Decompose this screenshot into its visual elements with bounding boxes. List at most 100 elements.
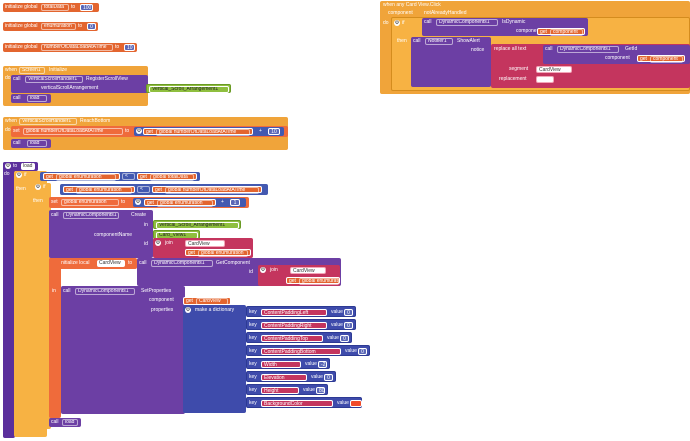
dict-pair-block[interactable]: key ContentPaddingBottom value 0: [246, 345, 370, 356]
component-dropdown[interactable]: DynamicComponents1: [75, 288, 135, 295]
dict-pair-block[interactable]: key Height value 80: [246, 384, 328, 395]
number-value[interactable]: 0: [87, 23, 96, 30]
var-dropdown[interactable]: component: [550, 29, 583, 36]
key-text-field[interactable]: ContentPaddingTop: [261, 335, 323, 342]
compare-block[interactable]: get global enumuration < get global numb…: [60, 184, 268, 195]
number-value[interactable]: 10: [124, 44, 135, 51]
operator-dropdown[interactable]: <: [122, 173, 135, 180]
key-text-field[interactable]: ContentPaddingBottom: [261, 348, 341, 355]
var-dropdown[interactable]: global enumuration: [56, 174, 116, 181]
value-number[interactable]: 0: [324, 374, 333, 381]
var-name-field[interactable]: totalData: [41, 4, 69, 11]
call-load-block[interactable]: call load: [11, 94, 51, 103]
gear-icon[interactable]: ⚙: [260, 267, 266, 273]
get-global-block[interactable]: get global enumuration: [63, 186, 135, 194]
gear-icon[interactable]: ⚙: [185, 307, 191, 313]
arrangement-dropdown[interactable]: Vertical_Scroll_Arrangement1: [156, 222, 239, 229]
var-dropdown[interactable]: global enumuration: [157, 200, 213, 207]
handler-dropdown[interactable]: VerticalScrollHandler1: [25, 76, 83, 83]
call-load-block[interactable]: call load: [49, 418, 81, 427]
key-text-field[interactable]: ContentPaddingLeft: [261, 309, 327, 316]
gear-icon[interactable]: ⚙: [155, 240, 161, 246]
number-value[interactable]: 100: [80, 4, 93, 11]
text-field[interactable]: CardView: [185, 240, 225, 247]
var-dropdown[interactable]: global numberOfDataLoadAtATime: [23, 128, 123, 135]
var-dropdown[interactable]: component: [650, 56, 683, 63]
setproperties-call[interactable]: call DynamicComponents1 SetProperties co…: [61, 286, 185, 414]
get-global-block[interactable]: get global enumuration: [43, 173, 120, 181]
number-value[interactable]: 10: [268, 128, 280, 135]
component-dropdown[interactable]: DynamicComponents1: [557, 46, 619, 53]
replacement-text-field[interactable]: [536, 76, 554, 83]
var-name-field[interactable]: numberOfDataLoadAtATime: [41, 44, 113, 51]
arrangement-component[interactable]: Vertical_Scroll_Arrangement1: [153, 220, 241, 229]
proc-dropdown[interactable]: load: [27, 140, 47, 147]
add-math-block[interactable]: ⚙ get global enumuration + 1: [133, 198, 246, 207]
arrangement-component[interactable]: Vertical_Scroll_Arrangement1: [146, 84, 231, 93]
component-dropdown[interactable]: VerticalScrollHandler1: [19, 118, 77, 125]
gear-icon[interactable]: ⚙: [136, 128, 142, 134]
var-dropdown[interactable]: CardView: [196, 298, 228, 305]
gear-icon[interactable]: ⚙: [5, 163, 11, 169]
gear-icon[interactable]: ⚙: [35, 184, 41, 190]
get-local-block[interactable]: get CardView: [183, 297, 231, 305]
showalert-call[interactable]: call Notifier1 ShowAlert notice: [411, 37, 491, 87]
number-value[interactable]: 1: [230, 199, 240, 206]
var-dropdown[interactable]: global numberOfDataLoadAtATime: [156, 129, 250, 136]
make-dictionary-block[interactable]: ⚙ make a dictionary: [183, 305, 246, 413]
gear-icon[interactable]: ⚙: [16, 172, 22, 178]
get-global-block[interactable]: get global numberOfDataLoadAtATime: [152, 186, 262, 194]
get-global-block[interactable]: get global totalData: [137, 173, 197, 181]
init-local-block[interactable]: ⚙ initialize local CardView to: [49, 258, 137, 269]
component-dropdown[interactable]: Screen1: [19, 67, 45, 74]
dict-pair-block[interactable]: key ContentPaddingTop value 0: [246, 332, 352, 343]
key-text-field[interactable]: Elevation: [261, 374, 307, 381]
arrangement-dropdown[interactable]: Vertical_Scroll_Arrangement1: [149, 86, 229, 93]
var-dropdown[interactable]: global enumuration: [299, 278, 339, 285]
value-number[interactable]: 0: [358, 348, 367, 355]
register-scroll-call[interactable]: call VerticalScrollHandler1 RegisterScro…: [11, 75, 148, 93]
color-swatch[interactable]: [350, 400, 362, 407]
procedure-header[interactable]: ⚙ to load: [3, 162, 38, 171]
join-block[interactable]: ⚙ join CardView get global enumuration: [258, 265, 340, 286]
text-field[interactable]: CardView: [290, 267, 326, 274]
var-dropdown[interactable]: global numberOfDataLoadAtATime: [165, 187, 259, 194]
gear-icon[interactable]: ⚙: [394, 20, 400, 26]
var-name-field[interactable]: enumuration: [41, 23, 76, 30]
get-component-block[interactable]: get component: [637, 55, 685, 63]
proc-dropdown[interactable]: load: [27, 95, 47, 102]
create-call-block[interactable]: call DynamicComponents1 Create in compon…: [49, 210, 153, 258]
var-dropdown[interactable]: global enumuration: [76, 187, 132, 194]
global-enumuration-block[interactable]: initialize global enumuration to 0: [3, 22, 98, 31]
component-dropdown[interactable]: DynamicComponents1: [63, 212, 119, 219]
key-text-field[interactable]: Width: [261, 361, 301, 368]
value-number[interactable]: 0: [344, 322, 353, 329]
value-number[interactable]: 0: [340, 335, 349, 342]
value-number[interactable]: 80: [316, 387, 325, 394]
key-text-field[interactable]: Height: [261, 387, 299, 394]
component-dropdown[interactable]: DynamicComponents1: [151, 260, 213, 267]
dict-pair-block[interactable]: key Width value -2: [246, 358, 330, 369]
operator-dropdown[interactable]: <: [137, 186, 150, 193]
key-text-field[interactable]: BackgroundColor: [261, 400, 333, 407]
if-block-inner[interactable]: ⚙ if: [33, 183, 51, 429]
local-name-field[interactable]: CardView: [97, 260, 125, 267]
component-dropdown[interactable]: DynamicComponents1: [436, 19, 498, 26]
proc-name-field[interactable]: load: [21, 163, 35, 170]
get-component-block[interactable]: get component: [537, 28, 585, 36]
proc-dropdown[interactable]: load: [62, 419, 78, 426]
var-dropdown[interactable]: global enumuration: [61, 199, 119, 206]
compare-block[interactable]: get global enumuration < get global tota…: [40, 172, 200, 181]
var-dropdown[interactable]: global enumuration: [198, 250, 248, 257]
dict-pair-block[interactable]: key Elevation value 0: [246, 371, 336, 382]
var-dropdown[interactable]: global totalData: [150, 174, 194, 181]
global-numberofdata-block[interactable]: initialize global numberOfDataLoadAtATim…: [3, 43, 137, 52]
segment-text-field[interactable]: CardView: [536, 66, 572, 73]
call-load-block[interactable]: call load: [11, 139, 51, 148]
init-local-body[interactable]: [49, 258, 61, 418]
key-text-field[interactable]: ContentPaddingRight: [261, 322, 327, 329]
get-global-block[interactable]: get global enumuration: [286, 277, 340, 285]
notifier-dropdown[interactable]: Notifier1: [425, 38, 453, 45]
join-block[interactable]: ⚙ join CardView get global enumuration: [153, 238, 253, 258]
dict-pair-block[interactable]: key ContentPaddingRight value 0: [246, 319, 356, 330]
